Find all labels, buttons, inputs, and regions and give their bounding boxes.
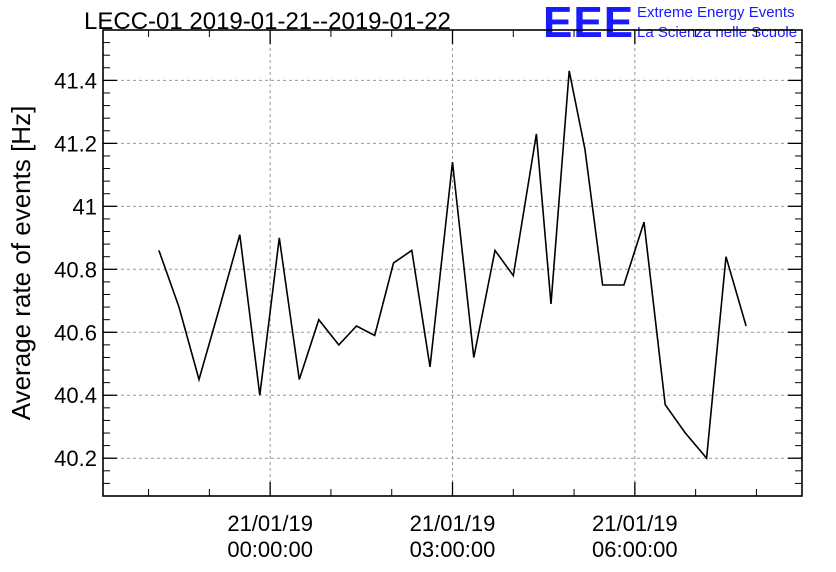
y-tick-label: 41.2 <box>54 131 97 156</box>
y-tick-label: 41.4 <box>54 68 97 93</box>
y-tick-label: 41 <box>73 194 97 219</box>
eee-logo: EEE <box>543 0 635 47</box>
x-tick-label: 03:00:00 <box>410 537 496 562</box>
series-line <box>158 70 747 461</box>
y-tick-label: 40.2 <box>54 446 97 471</box>
y-tick-label: 40.4 <box>54 383 97 408</box>
x-tick-label: 21/01/19 <box>410 511 496 536</box>
x-tick-label: 21/01/19 <box>227 511 313 536</box>
logo-line-2: La Scienza nelle Scuole <box>637 24 798 41</box>
eee-logo-text: Extreme Energy Events La Scienza nelle S… <box>637 3 797 43</box>
x-tick-label: 21/01/19 <box>592 511 678 536</box>
x-tick-label: 06:00:00 <box>592 537 678 562</box>
logo-line-1: Extreme Energy Events <box>637 4 795 21</box>
y-tick-label: 40.6 <box>54 320 97 345</box>
y-tick-label: 40.8 <box>54 257 97 282</box>
x-tick-label: 00:00:00 <box>227 537 313 562</box>
plot-frame <box>102 29 803 497</box>
y-axis-label: Average rate of events [Hz] <box>6 106 36 421</box>
